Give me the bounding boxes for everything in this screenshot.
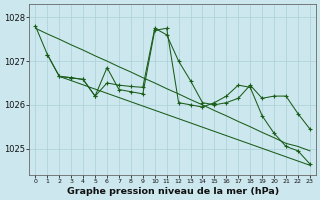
- X-axis label: Graphe pression niveau de la mer (hPa): Graphe pression niveau de la mer (hPa): [67, 187, 279, 196]
